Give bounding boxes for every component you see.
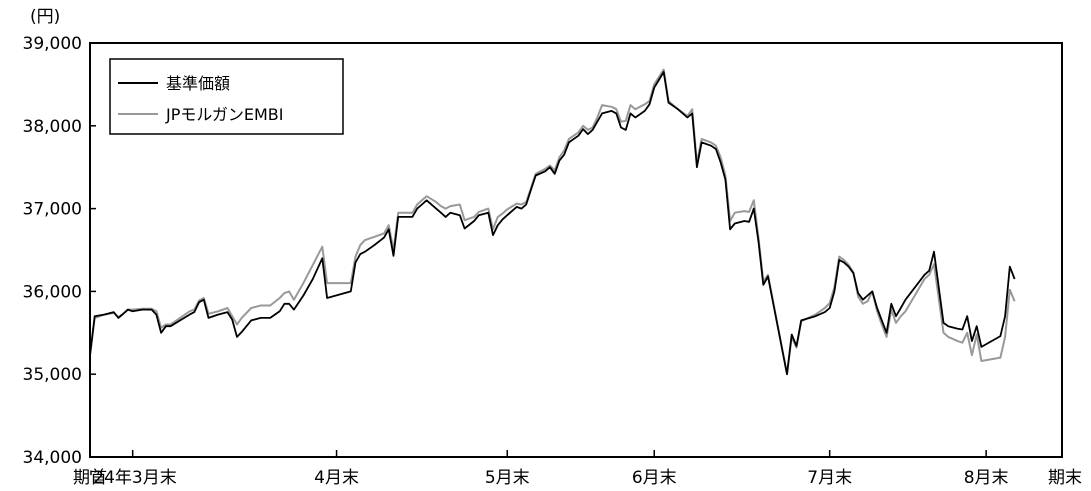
legend: 基準価額 JPモルガンEMBI: [109, 58, 344, 135]
x-tick-label: 8月末: [964, 468, 1009, 488]
y-tick-label: 37,000: [23, 200, 82, 220]
y-tick-label: 38,000: [23, 117, 82, 137]
x-tick-label: 4月末: [314, 468, 359, 488]
series-lines: [89, 68, 1016, 376]
series-line-benchmark: [89, 68, 1016, 376]
y-unit-label: (円): [30, 7, 60, 27]
series-line-nav: [89, 71, 1016, 376]
legend-box: [109, 58, 344, 135]
x-tick-label: 6月末: [632, 468, 677, 488]
x-axis-ticks: 期首'24年3月末 4月末 5月末 6月末 7月末 8月末 期末: [73, 450, 1082, 488]
x-tick-label: 5月末: [485, 468, 530, 488]
legend-label-benchmark: JPモルガンEMBI: [165, 105, 284, 124]
y-tick-label: 39,000: [23, 34, 82, 54]
y-axis-ticks: 39,000 38,000 37,000 36,000 35,000 34,000: [23, 34, 96, 468]
y-tick-label: 34,000: [23, 448, 82, 468]
plot-frame: [89, 42, 1063, 458]
x-tick-label: 期末: [1048, 468, 1082, 488]
y-tick-label: 36,000: [23, 282, 82, 302]
x-tick-label: 7月末: [807, 468, 852, 488]
legend-label-nav: 基準価額: [166, 74, 230, 93]
x-tick-label: 期首: [73, 468, 107, 488]
x-tick-label: '24年3月末: [89, 468, 177, 488]
y-tick-label: 35,000: [23, 365, 82, 385]
